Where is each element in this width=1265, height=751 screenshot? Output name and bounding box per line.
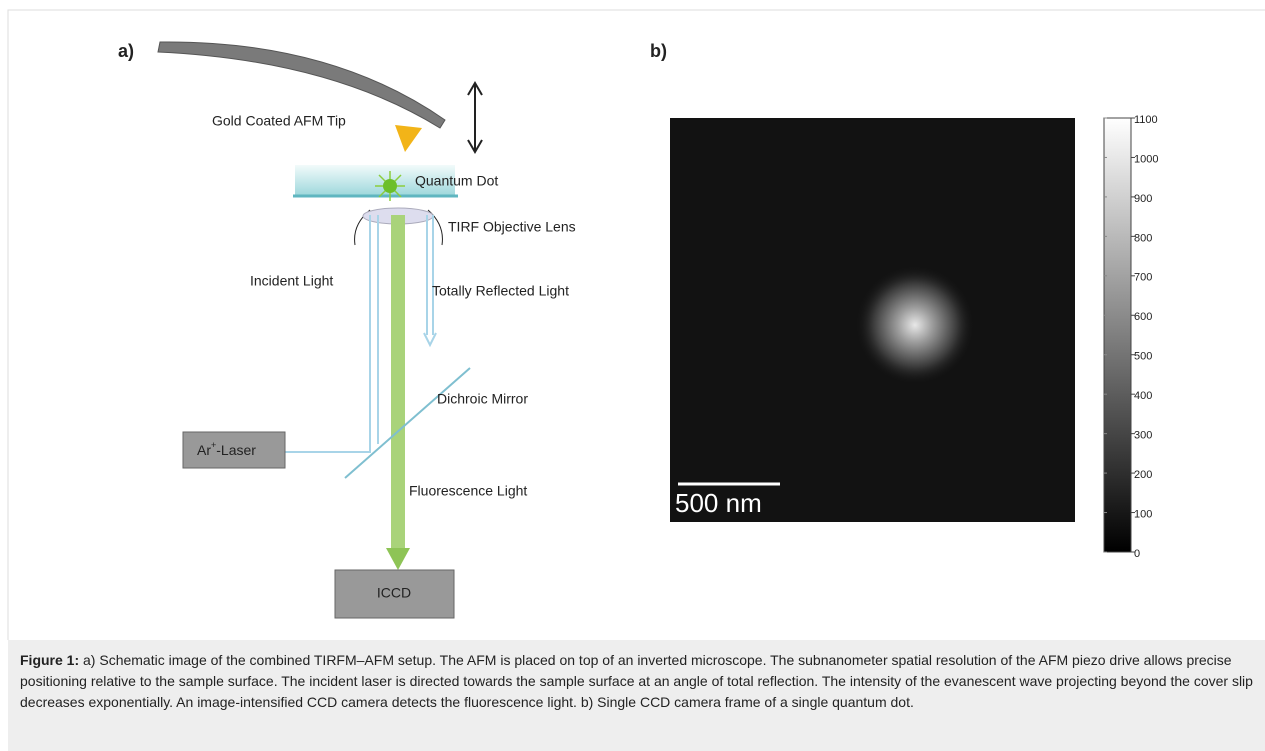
label: Fluorescence Light (409, 483, 527, 499)
text: -Laser (216, 442, 256, 458)
label: Dichroic Mirror (437, 391, 528, 407)
label: Quantum Dot (415, 173, 498, 189)
arrow (468, 83, 482, 152)
reflected-beam (424, 215, 436, 345)
colorbar (1104, 118, 1131, 552)
label: Gold Coated AFM Tip (212, 113, 346, 129)
panel-label: b) (650, 41, 667, 61)
tick-label: 300 (1134, 430, 1152, 442)
text: Ar (197, 442, 211, 458)
page: a) Gold Coated AFM Tip Quantum Dot TIRF … (0, 0, 1265, 751)
incident-beam (285, 215, 378, 452)
laser-label: Ar+-Laser (197, 440, 256, 457)
tick-label: 900 (1134, 193, 1152, 205)
tick-label: 0 (1134, 548, 1140, 560)
tick-label: 100 (1134, 508, 1152, 520)
mirror (345, 368, 470, 478)
label: Incident Light (250, 273, 333, 289)
label: ICCD (377, 585, 411, 601)
tick-label: 1100 (1134, 114, 1158, 126)
tick-label: 500 (1134, 351, 1152, 363)
dot-image (855, 265, 975, 385)
caption-label: Figure 1: (20, 652, 79, 668)
arrow-head (386, 548, 410, 570)
figure: a) Gold Coated AFM Tip Quantum Dot TIRF … (0, 0, 1265, 640)
frame (8, 10, 1265, 640)
tick-label: 200 (1134, 469, 1152, 481)
fluorescence-beam (391, 215, 405, 550)
label: TIRF Objective Lens (448, 219, 576, 235)
afm-tip (395, 125, 422, 152)
label: Totally Reflected Light (432, 283, 569, 299)
tick-label: 700 (1134, 272, 1152, 284)
tick-label: 400 (1134, 390, 1152, 402)
quantum-dot (383, 179, 397, 193)
caption-text: a) Schematic image of the combined TIRFM… (20, 652, 1253, 710)
tick-label: 600 (1134, 311, 1152, 323)
scale-label: 500 nm (675, 488, 762, 518)
tick-label: 800 (1134, 232, 1152, 244)
panel-label: a) (118, 41, 134, 61)
caption: Figure 1: a) Schematic image of the comb… (8, 640, 1265, 751)
tick-label: 1000 (1134, 153, 1158, 165)
